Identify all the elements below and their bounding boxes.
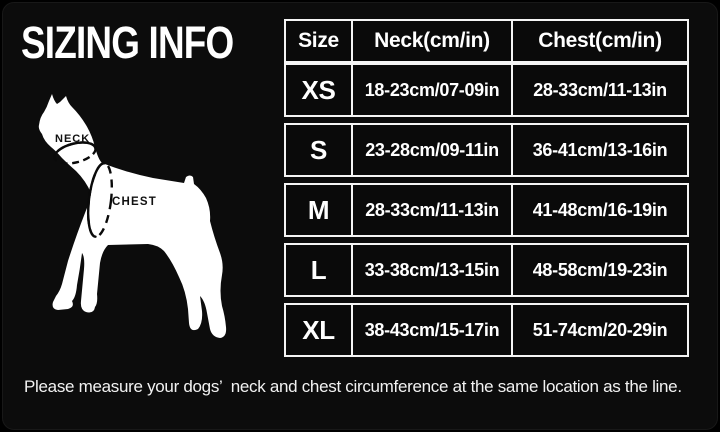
cell-chest: 51-74cm/20-29in [511,303,689,357]
chest-measure-solid-arc [87,162,106,238]
cell-chest: 41-48cm/16-19in [511,183,689,237]
cell-neck: 33-38cm/13-15in [351,243,513,297]
table-row: XL 38-43cm/15-17in 51-74cm/20-29in [284,303,693,357]
measurement-note: Please measure your dogs’ neck and chest… [24,377,682,396]
cell-size: L [284,243,353,297]
dog-silhouette-icon [38,94,227,338]
cell-neck: 18-23cm/07-09in [351,63,513,117]
header-chest: Chest(cm/in) [511,19,689,63]
cell-neck: 38-43cm/15-17in [351,303,513,357]
cell-chest: 28-33cm/11-13in [511,63,689,117]
cell-size: S [284,123,353,177]
chest-measure-ellipse [86,162,114,238]
table-row: XS 18-23cm/07-09in 28-33cm/11-13in [284,63,693,117]
cell-size: XS [284,63,353,117]
neck-measure-group [53,141,97,165]
chest-label: CHEST [112,196,157,208]
sizing-table-rows: XS 18-23cm/07-09in 28-33cm/11-13in S 23-28cm… [284,63,693,357]
neck-label: NECK [55,133,90,145]
page-title: SIZING INFO [21,17,234,68]
chest-measure-group [86,162,114,238]
table-row: M 28-33cm/11-13in 41-48cm/16-19in [284,183,693,237]
cell-size: M [284,183,353,237]
neck-measure-solid-arc [53,141,97,160]
sizing-table: Size Neck(cm/in) Chest(cm/in) XS 18-23cm/… [284,19,693,357]
table-row: S 23-28cm/09-11in 36-41cm/13-16in [284,123,693,177]
dog-diagram-svg: NECK CHEST [38,94,227,338]
header-size: Size [284,19,353,63]
dog-measurement-diagram: NECK CHEST [31,91,236,353]
table-header-row: Size Neck(cm/in) Chest(cm/in) [284,19,693,63]
header-neck: Neck(cm/in) [351,19,513,63]
cell-size: XL [284,303,353,357]
table-row: L 33-38cm/13-15in 48-58cm/19-23in [284,243,693,297]
cell-chest: 36-41cm/13-16in [511,123,689,177]
cell-neck: 23-28cm/09-11in [351,123,513,177]
cell-neck: 28-33cm/11-13in [351,183,513,237]
cell-chest: 48-58cm/19-23in [511,243,689,297]
